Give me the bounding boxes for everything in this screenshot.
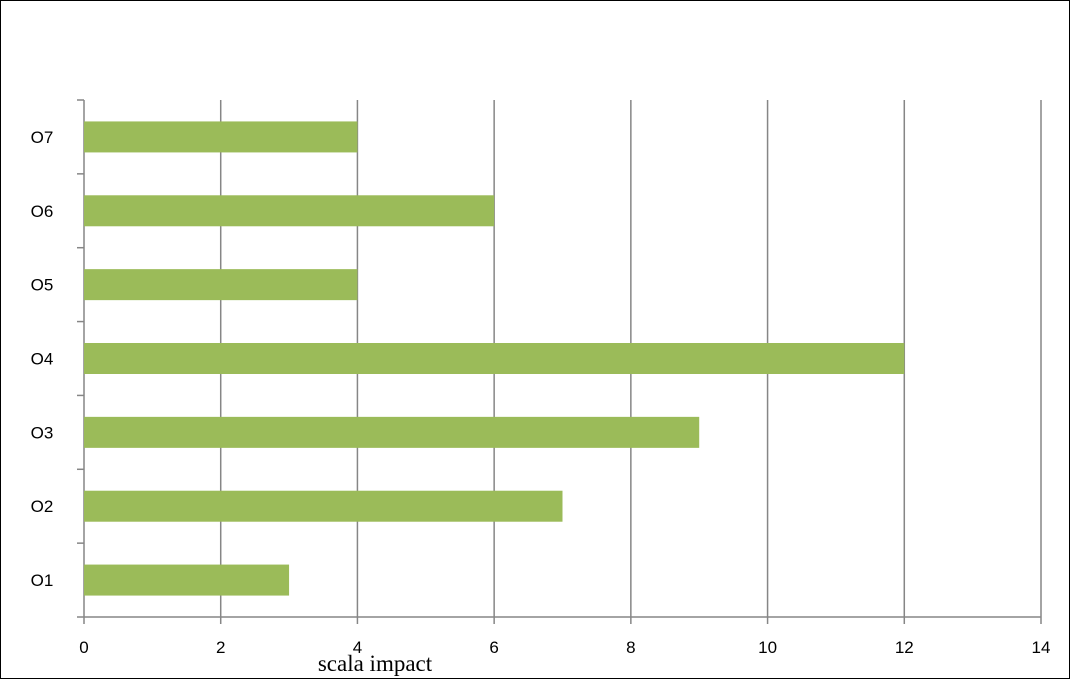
x-tick-label: 10	[758, 638, 777, 657]
x-tick-label: 12	[895, 638, 914, 657]
bar-O4	[84, 343, 905, 374]
gridlines	[219, 100, 1042, 617]
category-label: O7	[31, 128, 54, 147]
category-label: O5	[31, 276, 54, 295]
x-tick-label: 0	[79, 638, 88, 657]
bars	[84, 121, 905, 596]
x-tick-label: 2	[216, 638, 225, 657]
x-axis-title: scala impact	[318, 651, 433, 676]
category-label: O6	[31, 202, 54, 221]
category-label: O4	[31, 350, 54, 369]
x-tick-label: 14	[1032, 638, 1051, 657]
bar-O7	[84, 121, 358, 153]
category-label: O3	[31, 423, 54, 442]
category-labels: O1 O2 O3 O4 O5 O6 O7	[31, 128, 54, 590]
bar-O2	[84, 490, 563, 522]
x-tick-label: 8	[626, 638, 635, 657]
x-tick-label: 4	[353, 638, 362, 657]
x-tick-label: 6	[489, 638, 498, 657]
category-label: O2	[31, 497, 54, 516]
x-tick-labels: 0 2 4 6 8 10 12 14	[79, 638, 1050, 657]
bar-O1	[84, 564, 290, 596]
category-label: O1	[31, 571, 54, 590]
bar-O3	[84, 416, 700, 448]
bar-O5	[84, 269, 358, 301]
bar-O6	[84, 195, 495, 227]
